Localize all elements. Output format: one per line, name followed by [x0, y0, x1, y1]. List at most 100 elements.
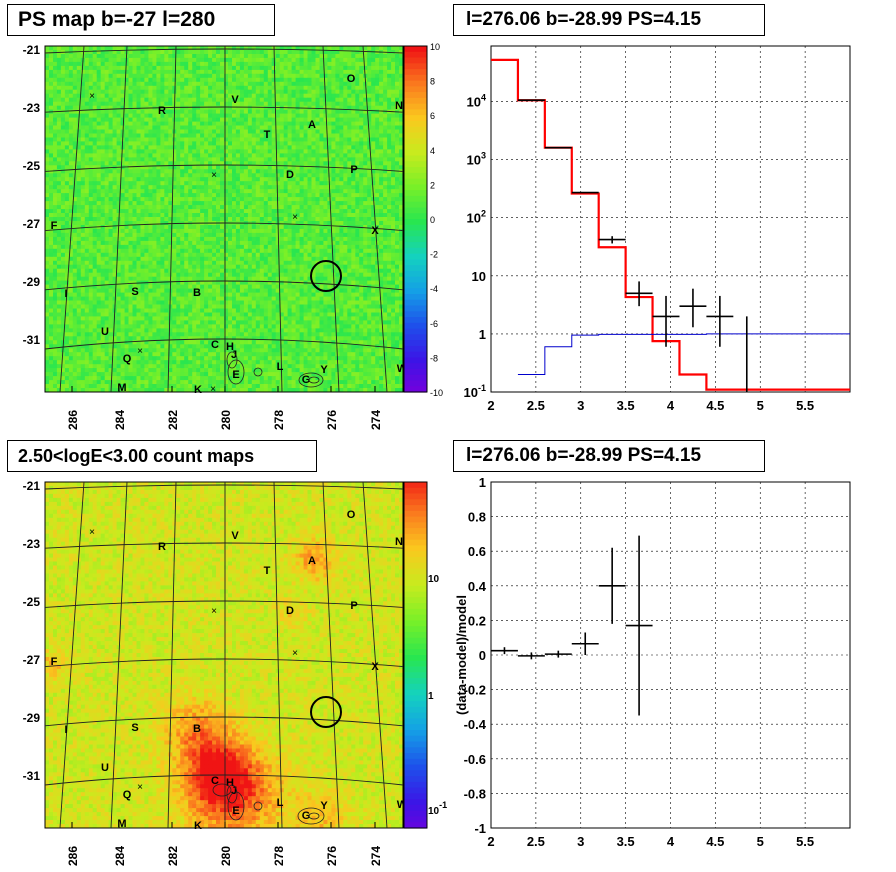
heat-cell: [347, 236, 352, 242]
heat-cell: [68, 73, 74, 79]
heat-cell: [53, 93, 58, 99]
heat-cell: [391, 165, 396, 170]
heat-cell: [367, 193, 372, 198]
heat-cell: [287, 69, 293, 75]
heat-cell: [232, 77, 237, 83]
heat-cell: [140, 228, 145, 234]
heat-cell: [259, 153, 265, 158]
heat-cell: [291, 65, 297, 71]
heat-cell: [275, 165, 281, 170]
heat-cell: [108, 133, 114, 138]
heat-cell: [220, 145, 225, 150]
heat-cell: [148, 185, 153, 190]
heat-cell: [335, 85, 340, 91]
heat-cell: [359, 149, 364, 154]
heat-cell: [247, 125, 253, 130]
heat-cell: [68, 161, 74, 166]
heat-cell: [200, 185, 205, 190]
heat-cell: [239, 232, 245, 238]
heat-cell: [271, 129, 277, 134]
heat-cell: [387, 121, 392, 127]
heat-cell: [84, 244, 90, 250]
heat-cell: [152, 217, 157, 222]
heat-cell: [56, 225, 62, 230]
heat-cell: [132, 85, 137, 91]
heat-cell: [259, 161, 265, 166]
heat-cell: [351, 209, 356, 214]
heat-cell: [295, 145, 301, 150]
heat-cell: [271, 197, 277, 202]
heat-cell: [387, 141, 392, 146]
heat-cell: [176, 54, 181, 59]
heat-cell: [220, 149, 225, 154]
heat-cell: [180, 57, 185, 63]
heat-cell: [208, 109, 213, 115]
heat-cell: [212, 157, 217, 162]
heat-cell: [239, 46, 245, 51]
heat-cell: [399, 236, 404, 242]
heat-cell: [224, 256, 229, 262]
heat-cell: [49, 54, 54, 59]
heat-cell: [303, 141, 309, 146]
heat-cell: [355, 50, 360, 55]
heat-cell: [216, 169, 221, 174]
heat-cell: [112, 248, 118, 254]
heat-cell: [132, 173, 137, 178]
heat-cell: [96, 117, 102, 123]
heat-cell: [279, 256, 285, 262]
heat-cell: [224, 77, 229, 83]
heat-cell: [96, 173, 102, 178]
heat-cell: [243, 189, 249, 194]
heat-cell: [200, 121, 205, 127]
heat-cell: [92, 221, 98, 226]
heat-cell: [347, 213, 352, 218]
heat-cell: [172, 252, 177, 258]
heat-cell: [271, 157, 277, 162]
heat-cell: [271, 209, 277, 214]
heat-cell: [263, 133, 269, 138]
heat-cell: [243, 57, 249, 63]
heat-cell: [343, 173, 348, 178]
heat-cell: [64, 169, 70, 174]
heat-cell: [331, 125, 336, 130]
heat-cell: [375, 197, 380, 202]
heat-cell: [56, 185, 62, 190]
heat-cell: [271, 169, 277, 174]
heat-cell: [323, 165, 328, 170]
heat-cell: [168, 85, 173, 91]
heat-cell: [239, 260, 245, 266]
heat-cell: [259, 244, 265, 250]
heat-cell: [235, 145, 241, 150]
heat-cell: [363, 145, 368, 150]
heat-cell: [243, 54, 249, 59]
heat-cell: [160, 141, 165, 146]
heat-cell: [367, 145, 372, 150]
heat-cell: [315, 97, 320, 103]
heat-cell: [176, 236, 181, 242]
heat-cell: [49, 101, 54, 107]
heat-cell: [196, 252, 201, 258]
heat-cell: [275, 57, 281, 63]
heat-cell: [112, 149, 118, 154]
heat-cell: [251, 157, 257, 162]
heat-cell: [160, 121, 165, 127]
heat-cell: [371, 177, 376, 182]
heat-cell: [136, 133, 141, 138]
heat-cell: [53, 232, 58, 238]
heat-cell: [196, 193, 201, 198]
heat-cell: [144, 153, 149, 158]
heat-cell: [96, 54, 102, 59]
heat-cell: [279, 240, 285, 246]
heat-cell: [192, 145, 197, 150]
heat-cell: [399, 232, 404, 238]
heat-cell: [168, 61, 173, 67]
heat-cell: [379, 232, 384, 238]
heat-cell: [148, 97, 153, 103]
heat-cell: [204, 113, 209, 119]
heat-cell: [367, 121, 372, 127]
heat-cell: [391, 228, 396, 234]
heat-cell: [279, 121, 285, 127]
heat-cell: [307, 173, 312, 178]
heat-cell: [319, 217, 324, 222]
heat-cell: [45, 221, 50, 226]
